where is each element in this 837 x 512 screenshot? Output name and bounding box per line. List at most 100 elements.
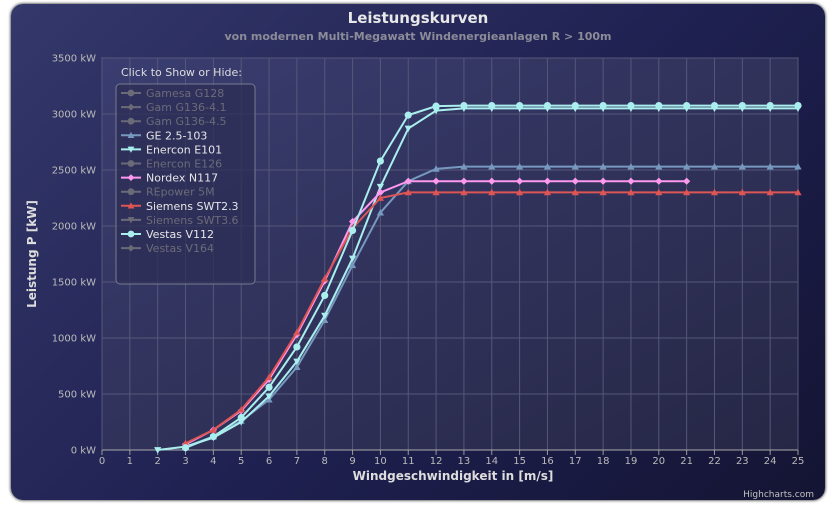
data-point-vestas-v112[interactable] <box>460 102 468 110</box>
data-point-nordex-n117[interactable] <box>543 177 552 185</box>
highcharts-credit[interactable]: Highcharts.com <box>743 490 814 500</box>
data-point-siemens-swt2-3[interactable] <box>237 406 245 413</box>
data-point-enercon-e101[interactable] <box>154 447 162 454</box>
legend-item-siemens-swt2-3[interactable]: Siemens SWT2.3 <box>121 200 239 213</box>
data-point-enercon-e101[interactable] <box>376 183 384 191</box>
data-point-enercon-e101[interactable] <box>432 107 440 115</box>
data-point-nordex-n117[interactable] <box>488 177 496 185</box>
data-point-siemens-swt2-3[interactable] <box>599 188 607 196</box>
data-point-siemens-swt2-3[interactable] <box>627 188 635 196</box>
data-point-siemens-swt2-3[interactable] <box>209 426 217 433</box>
data-point-ge-2-5-103[interactable] <box>599 163 607 170</box>
data-point-siemens-swt2-3[interactable] <box>571 188 579 196</box>
data-point-ge-2-5-103[interactable] <box>516 163 524 170</box>
legend-symbol-marker <box>127 89 135 97</box>
data-point-vestas-v112[interactable] <box>655 102 663 110</box>
legend-item-gam-g136-4-5[interactable]: Gam G136-4.5 <box>121 115 226 128</box>
data-point-vestas-v112[interactable] <box>794 102 802 110</box>
legend-item-siemens-swt3-6[interactable]: Siemens SWT3.6 <box>121 214 239 227</box>
data-point-nordex-n117[interactable] <box>599 177 607 185</box>
data-point-vestas-v112[interactable] <box>738 102 746 110</box>
data-point-ge-2-5-103[interactable] <box>794 163 802 170</box>
data-point-nordex-n117[interactable] <box>460 177 468 185</box>
data-point-siemens-swt2-3[interactable] <box>710 188 719 196</box>
data-point-vestas-v112[interactable] <box>321 291 329 300</box>
data-point-nordex-n117[interactable] <box>376 188 384 196</box>
data-point-nordex-n117[interactable] <box>516 177 524 185</box>
data-point-nordex-n117[interactable] <box>655 177 663 185</box>
data-point-siemens-swt2-3[interactable] <box>460 188 468 196</box>
legend-item-enercon-e126[interactable]: Enercon E126 <box>121 158 222 171</box>
data-point-ge-2-5-103[interactable] <box>738 163 746 170</box>
data-point-siemens-swt2-3[interactable] <box>766 188 774 196</box>
data-point-vestas-v112[interactable] <box>376 157 384 165</box>
data-point-vestas-v112[interactable] <box>209 432 217 441</box>
data-point-siemens-swt2-3[interactable] <box>488 188 496 196</box>
data-point-ge-2-5-103[interactable] <box>655 163 663 170</box>
data-point-ge-2-5-103[interactable] <box>321 316 329 323</box>
legend-item-enercon-e101[interactable]: Enercon E101 <box>121 143 222 156</box>
data-point-siemens-swt2-3[interactable] <box>181 439 190 447</box>
data-point-siemens-swt2-3[interactable] <box>794 188 802 196</box>
legend-item-vestas-v164[interactable]: Vestas V164 <box>121 242 214 255</box>
legend-item-gamesa-g128[interactable]: Gamesa G128 <box>121 87 224 100</box>
data-point-nordex-n117[interactable] <box>571 177 579 185</box>
data-point-vestas-v112[interactable] <box>293 343 301 351</box>
data-point-nordex-n117[interactable] <box>683 177 691 185</box>
data-point-siemens-swt2-3[interactable] <box>321 275 329 282</box>
data-point-enercon-e101[interactable] <box>237 419 245 426</box>
data-point-siemens-swt2-3[interactable] <box>376 194 384 201</box>
y-tick-label: 3500 kW <box>52 54 96 65</box>
legend-item-vestas-v112[interactable]: Vestas V112 <box>121 228 214 241</box>
data-point-siemens-swt2-3[interactable] <box>543 188 552 196</box>
data-point-nordex-n117[interactable] <box>627 177 635 185</box>
data-point-ge-2-5-103[interactable] <box>766 163 774 170</box>
data-point-nordex-n117[interactable] <box>432 177 440 185</box>
data-point-vestas-v112[interactable] <box>627 102 635 110</box>
data-point-ge-2-5-103[interactable] <box>432 165 440 172</box>
data-point-ge-2-5-103[interactable] <box>348 261 357 269</box>
data-point-vestas-v112[interactable] <box>348 226 357 235</box>
data-point-enercon-e101[interactable] <box>404 125 412 133</box>
data-point-ge-2-5-103[interactable] <box>627 163 635 170</box>
data-point-vestas-v112[interactable] <box>237 413 245 422</box>
data-point-ge-2-5-103[interactable] <box>683 163 691 170</box>
data-point-vestas-v112[interactable] <box>710 102 719 110</box>
data-point-vestas-v112[interactable] <box>571 102 579 110</box>
legend-item-repower-5m[interactable]: REpower 5M <box>121 186 215 199</box>
data-point-ge-2-5-103[interactable] <box>571 163 579 170</box>
data-point-ge-2-5-103[interactable] <box>293 363 301 370</box>
data-point-vestas-v112[interactable] <box>599 102 607 110</box>
data-point-vestas-v112[interactable] <box>543 102 552 110</box>
data-point-siemens-swt2-3[interactable] <box>293 328 301 336</box>
data-point-ge-2-5-103[interactable] <box>488 163 496 170</box>
data-point-ge-2-5-103[interactable] <box>543 163 552 170</box>
series-line-enercon-e101[interactable] <box>157 107 798 451</box>
legend-item-gam-g136-4-1[interactable]: Gam G136-4.1 <box>121 101 226 114</box>
data-point-ge-2-5-103[interactable] <box>376 208 384 216</box>
data-point-nordex-n117[interactable] <box>404 177 412 185</box>
data-point-vestas-v112[interactable] <box>488 102 496 110</box>
data-point-enercon-e101[interactable] <box>265 393 273 400</box>
data-point-vestas-v112[interactable] <box>181 444 190 452</box>
data-point-siemens-swt2-3[interactable] <box>655 188 663 196</box>
data-point-siemens-swt2-3[interactable] <box>516 188 524 196</box>
data-point-ge-2-5-103[interactable] <box>710 163 719 170</box>
data-point-siemens-swt2-3[interactable] <box>265 373 273 381</box>
legend-item-nordex-n117[interactable]: Nordex N117 <box>121 172 218 185</box>
data-point-vestas-v112[interactable] <box>404 111 412 119</box>
data-point-siemens-swt2-3[interactable] <box>432 188 440 196</box>
data-point-vestas-v112[interactable] <box>683 102 691 110</box>
data-point-siemens-swt2-3[interactable] <box>683 188 691 196</box>
data-point-siemens-swt2-3[interactable] <box>404 188 412 196</box>
data-point-enercon-e101[interactable] <box>293 358 301 366</box>
data-point-vestas-v112[interactable] <box>766 102 774 110</box>
data-point-vestas-v112[interactable] <box>265 383 273 391</box>
data-point-enercon-e101[interactable] <box>321 312 329 320</box>
data-point-enercon-e101[interactable] <box>348 255 357 263</box>
data-point-vestas-v112[interactable] <box>516 102 524 110</box>
data-point-ge-2-5-103[interactable] <box>460 163 468 170</box>
data-point-siemens-swt2-3[interactable] <box>738 188 746 196</box>
legend-item-ge-2-5-103[interactable]: GE 2.5-103 <box>121 129 207 142</box>
data-point-vestas-v112[interactable] <box>432 102 440 110</box>
